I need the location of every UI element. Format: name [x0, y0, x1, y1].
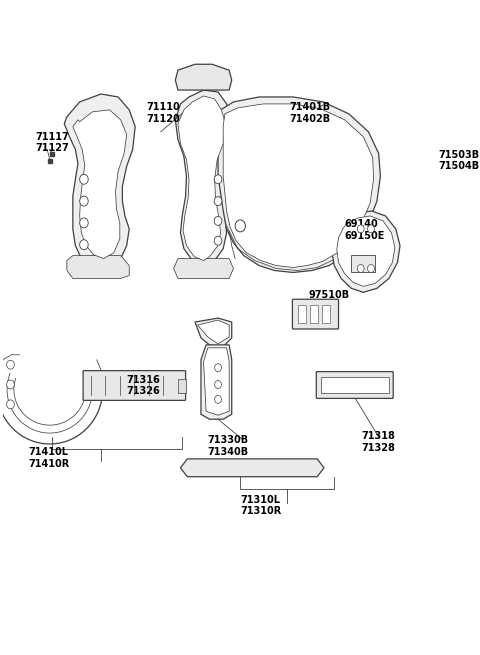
Text: 71330B
71340B: 71330B 71340B: [208, 435, 249, 457]
Polygon shape: [332, 211, 400, 292]
Polygon shape: [67, 255, 129, 278]
Polygon shape: [204, 348, 229, 415]
Circle shape: [368, 265, 374, 272]
Text: 97510B: 97510B: [309, 290, 350, 301]
Circle shape: [357, 225, 364, 233]
Polygon shape: [178, 96, 226, 261]
Circle shape: [80, 218, 88, 228]
Text: 71310L
71310R: 71310L 71310R: [240, 495, 282, 516]
Polygon shape: [198, 320, 229, 344]
Polygon shape: [218, 97, 380, 272]
Circle shape: [80, 240, 88, 250]
Circle shape: [80, 196, 88, 206]
Circle shape: [7, 360, 14, 369]
Circle shape: [215, 381, 221, 388]
FancyBboxPatch shape: [292, 299, 338, 329]
Polygon shape: [180, 459, 324, 477]
Text: 71318
71328: 71318 71328: [361, 431, 396, 453]
Polygon shape: [337, 216, 395, 286]
Bar: [299, 305, 306, 323]
Text: 71503B
71504B: 71503B 71504B: [438, 149, 480, 171]
Circle shape: [214, 216, 222, 225]
Polygon shape: [175, 64, 232, 90]
Text: 71110
71120: 71110 71120: [146, 102, 180, 124]
Circle shape: [214, 175, 222, 184]
Text: 71401B
71402B: 71401B 71402B: [289, 102, 330, 124]
Circle shape: [235, 220, 245, 232]
Bar: [322, 305, 330, 323]
Polygon shape: [195, 318, 232, 348]
Circle shape: [357, 265, 364, 272]
Circle shape: [80, 174, 88, 184]
Polygon shape: [64, 94, 135, 272]
Bar: [321, 377, 389, 394]
Polygon shape: [201, 345, 232, 419]
Circle shape: [214, 236, 222, 245]
Polygon shape: [175, 90, 232, 265]
Text: 71316
71326: 71316 71326: [127, 375, 160, 396]
Circle shape: [7, 400, 14, 409]
Circle shape: [215, 364, 221, 371]
Polygon shape: [174, 259, 233, 278]
Polygon shape: [223, 104, 373, 267]
Text: 71117
71127: 71117 71127: [35, 132, 69, 153]
Text: 69140
69150E: 69140 69150E: [345, 219, 385, 240]
Circle shape: [368, 225, 374, 233]
Text: 71410L
71410R: 71410L 71410R: [28, 447, 70, 468]
Polygon shape: [73, 110, 127, 259]
FancyBboxPatch shape: [83, 371, 186, 400]
Circle shape: [215, 396, 221, 403]
Circle shape: [214, 196, 222, 206]
Bar: [178, 379, 186, 394]
Bar: [311, 305, 318, 323]
Bar: [351, 255, 375, 272]
FancyBboxPatch shape: [316, 371, 393, 398]
Circle shape: [7, 380, 14, 389]
